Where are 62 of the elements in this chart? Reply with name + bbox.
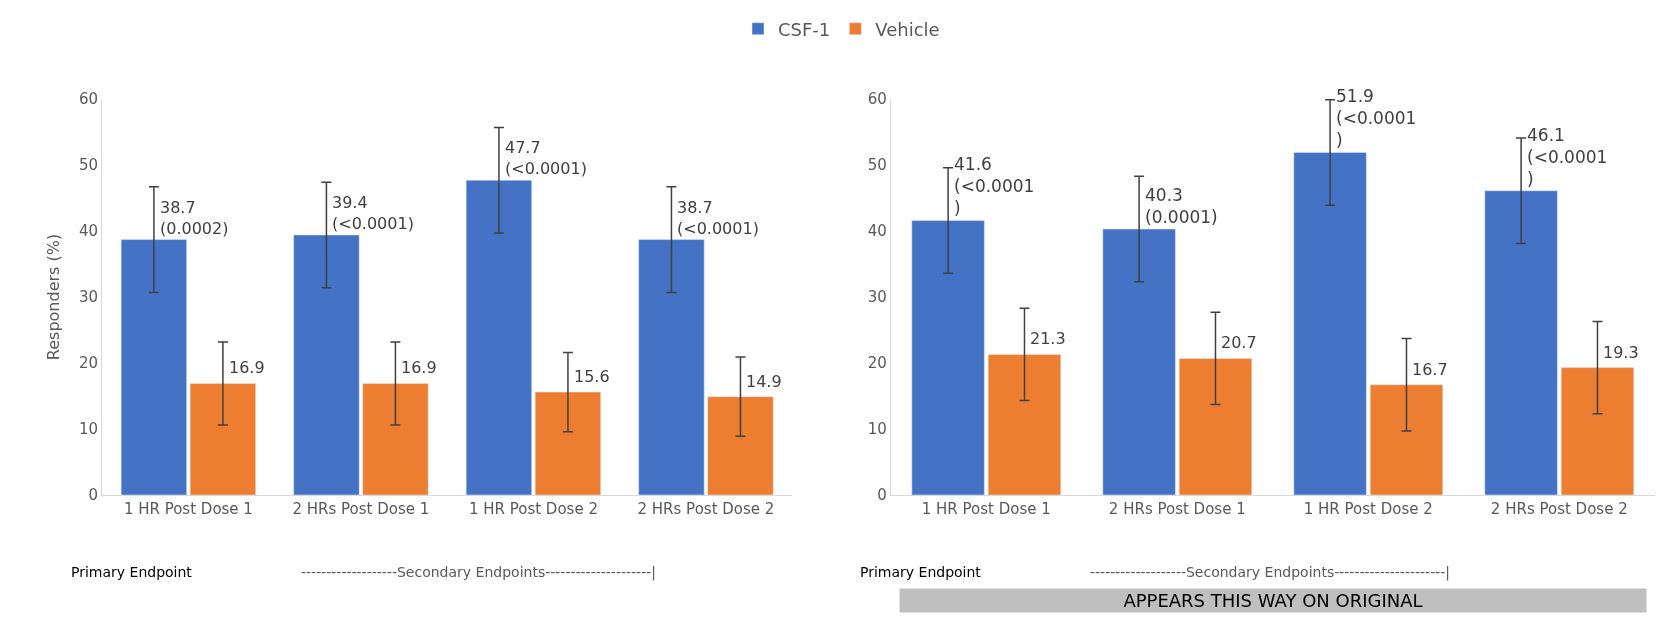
y-tick-label: 0: [877, 486, 887, 505]
bar: [707, 396, 774, 495]
bar: [638, 239, 705, 495]
y-tick-label: 30: [79, 288, 99, 307]
y-tick-label: 10: [867, 420, 887, 439]
bar: [465, 179, 532, 495]
data-label: 20.7: [1221, 333, 1257, 352]
y-tick-label: 20: [867, 354, 887, 373]
data-label: 51.9 (<0.0001 ): [1336, 86, 1417, 151]
y-tick-label: 10: [79, 420, 99, 439]
data-label: 19.3: [1603, 343, 1639, 362]
legend-label: Vehicle: [875, 18, 940, 40]
x-tick-label: 1 HR Post Dose 2: [468, 500, 598, 518]
data-label: 14.9: [746, 372, 782, 391]
bar: [1102, 228, 1176, 495]
y-axis-title: Responders (%): [43, 233, 63, 361]
y-tick-label: 40: [79, 222, 99, 241]
data-label: 46.1 (<0.0001 ): [1527, 125, 1608, 190]
x-tick-label: 2 HRs Post Dose 2: [1490, 500, 1628, 518]
data-label: 40.3 (0.0001): [1145, 185, 1218, 228]
x-tick-label: 1 HR Post Dose 2: [1303, 500, 1433, 518]
text: -------------------Secondary Endpoints---------------------|: [301, 564, 656, 581]
x-tick-label: 2 HRs Post Dose 1: [1108, 500, 1246, 518]
text: -------------------Secondary Endpoints----------------------|: [1090, 564, 1451, 581]
bar: [1484, 190, 1558, 495]
x-tick-label: 2 HRs Post Dose 1: [292, 500, 430, 518]
data-label: 39.4 (<0.0001): [332, 193, 414, 233]
x-tick-label: 1 HR Post Dose 1: [921, 500, 1051, 518]
bar: [362, 383, 429, 495]
x-tick-label: 1 HR Post Dose 1: [123, 500, 253, 518]
y-tick-label: 50: [867, 156, 887, 175]
y-tick-label: 60: [867, 90, 887, 109]
bar: [1369, 384, 1444, 495]
text: APPEARS THIS WAY ON ORIGINAL: [1123, 590, 1423, 611]
bar: [911, 220, 985, 495]
bar: [987, 354, 1062, 495]
bar: [293, 234, 360, 495]
bar: [534, 391, 601, 495]
data-label: 21.3: [1030, 329, 1066, 348]
bar: [1178, 358, 1253, 495]
bar: [1560, 367, 1635, 495]
y-tick-label: 0: [88, 486, 99, 505]
bar: [1293, 152, 1367, 495]
x-tick-label: 2 HRs Post Dose 2: [637, 500, 775, 518]
legend-label: CSF-1: [778, 18, 831, 40]
data-label: 16.7: [1412, 360, 1448, 379]
y-tick-label: 60: [79, 90, 99, 109]
data-label: 16.9: [229, 358, 265, 377]
text: Primary Endpoint: [71, 564, 193, 580]
data-label: 47.7 (<0.0001): [505, 138, 587, 178]
data-label: 15.6: [574, 367, 610, 386]
data-label: 38.7 (<0.0001): [677, 198, 759, 238]
bar: [189, 383, 256, 495]
y-tick-label: 40: [867, 222, 887, 241]
bar: [120, 239, 187, 495]
data-label: 38.7 (0.0002): [160, 198, 229, 238]
data-label: 41.6 (<0.0001 ): [954, 154, 1035, 219]
y-tick-label: 30: [867, 288, 887, 307]
y-tick-label: 50: [79, 156, 99, 175]
text: Primary Endpoint: [860, 564, 982, 580]
data-label: 16.9: [401, 358, 437, 377]
y-tick-label: 20: [79, 354, 99, 373]
